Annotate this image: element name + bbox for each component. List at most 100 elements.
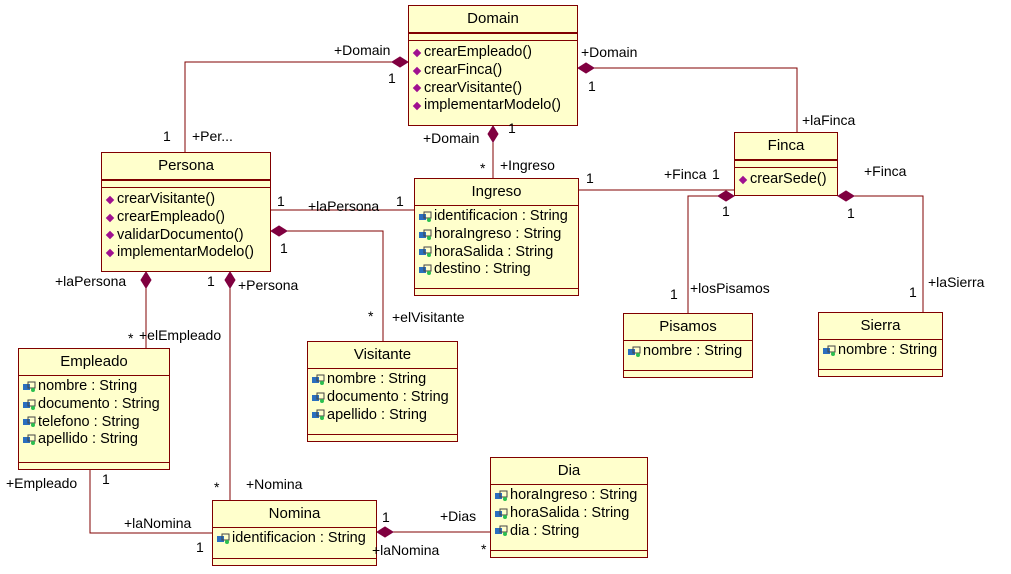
role-label: +Finca <box>664 166 707 182</box>
operation[interactable]: crearVisitante() <box>412 80 574 98</box>
attribute[interactable]: documento : String <box>311 389 454 407</box>
class-dia[interactable]: Dia horaIngreso : String horaSalida : St… <box>490 457 648 558</box>
operation[interactable]: crearFinca() <box>412 62 574 80</box>
attribute-icon <box>312 392 325 403</box>
class-finca[interactable]: Finca crearSede() <box>734 132 838 196</box>
multiplicity-label: 1 <box>847 205 855 221</box>
operation[interactable]: crearEmpleado() <box>412 44 574 62</box>
attribute[interactable]: telefono : String <box>22 414 166 432</box>
association-persona-visitante <box>271 230 384 341</box>
operation-icon <box>412 48 422 58</box>
role-label: +Nomina <box>246 476 303 492</box>
attribute-icon <box>419 246 432 258</box>
class-persona[interactable]: Persona crearVisitante() crearEmpleado()… <box>101 152 271 272</box>
operation[interactable]: implementarModelo() <box>412 97 574 115</box>
aggregation-diamond-finca-right <box>837 190 855 202</box>
multiplicity-label: 1 <box>388 70 396 86</box>
attribute[interactable]: horaSalida : String <box>494 505 644 523</box>
attribute-icon <box>217 533 230 544</box>
class-empleado[interactable]: Empleado nombre : String documento : Str… <box>18 348 170 470</box>
attribute-compartment: horaIngreso : String horaSalida : String… <box>491 485 647 543</box>
attribute[interactable]: dia : String <box>494 523 644 541</box>
association-finca-sierra <box>838 195 924 312</box>
attribute[interactable]: apellido : String <box>311 407 454 425</box>
role-label: +Finca <box>864 163 907 179</box>
attribute[interactable]: documento : String <box>22 396 166 414</box>
operation[interactable]: crearEmpleado() <box>105 209 267 227</box>
attribute-icon <box>495 490 508 501</box>
attribute-icon <box>23 416 36 428</box>
multiplicity-label: 1 <box>909 284 917 300</box>
operation[interactable]: validarDocumento() <box>105 227 267 245</box>
attribute-icon <box>419 229 432 240</box>
attribute-icon <box>495 525 508 537</box>
class-name: Ingreso <box>415 179 578 206</box>
attribute-compartment: identificacion : String horaIngreso : St… <box>415 206 578 282</box>
multiplicity-label: * <box>481 541 487 557</box>
aggregation-diamond-domain-bottom <box>487 125 499 143</box>
class-name: Sierra <box>819 313 942 340</box>
attribute-icon <box>419 211 432 222</box>
role-label: +laPersona <box>308 198 380 214</box>
multiplicity-label: 1 <box>588 78 596 94</box>
multiplicity-label: 1 <box>280 240 288 256</box>
multiplicity-label: * <box>368 308 374 324</box>
class-name: Finca <box>735 133 837 160</box>
attribute[interactable]: horaSalida : String <box>418 244 575 262</box>
attribute[interactable]: destino : String <box>418 261 575 279</box>
attribute[interactable]: horaIngreso : String <box>494 487 644 505</box>
attribute-icon <box>419 264 432 276</box>
role-label: +Domain <box>581 44 638 60</box>
attribute[interactable]: nombre : String <box>627 343 749 361</box>
role-label: +losPisamos <box>690 280 770 296</box>
operation-compartment: crearVisitante() crearEmpleado() validar… <box>102 187 270 265</box>
operation-icon <box>412 84 422 93</box>
attribute[interactable]: apellido : String <box>22 431 166 449</box>
class-nomina[interactable]: Nomina identificacion : String <box>212 500 377 566</box>
multiplicity-label: * <box>480 160 486 176</box>
attribute[interactable]: nombre : String <box>311 371 454 389</box>
attribute-icon <box>495 508 508 519</box>
operation-icon <box>738 175 748 185</box>
role-label: +elVisitante <box>392 309 465 325</box>
role-label: +laFinca <box>802 112 856 128</box>
multiplicity-label: * <box>214 479 220 495</box>
class-visitante[interactable]: Visitante nombre : String documento : St… <box>307 341 458 442</box>
class-name: Visitante <box>308 342 457 369</box>
aggregation-diamond-persona-bottom-right <box>224 271 236 289</box>
aggregation-diamond-finca-left <box>717 190 735 202</box>
attribute[interactable]: identificacion : String <box>216 530 373 548</box>
multiplicity-label: 1 <box>196 539 204 555</box>
operation-compartment <box>308 434 457 441</box>
attribute-compartment: nombre : String documento : String apell… <box>308 369 457 427</box>
class-pisamos[interactable]: Pisamos nombre : String <box>623 313 753 378</box>
multiplicity-label: 1 <box>277 193 285 209</box>
attribute[interactable]: identificacion : String <box>418 208 575 226</box>
class-name: Dia <box>491 458 647 485</box>
role-label: +Per... <box>192 128 233 144</box>
role-label: +Empleado <box>6 475 78 491</box>
attribute-icon <box>23 434 36 446</box>
class-name: Empleado <box>19 349 169 376</box>
operation[interactable]: crearVisitante() <box>105 191 267 209</box>
multiplicity-label: 1 <box>508 120 516 136</box>
attribute[interactable]: nombre : String <box>22 378 166 396</box>
aggregation-diamond-persona-bottom-left <box>140 271 152 289</box>
operation[interactable]: implementarModelo() <box>105 244 267 262</box>
attribute-compartment: identificacion : String <box>213 528 376 551</box>
attribute[interactable]: nombre : String <box>822 342 939 360</box>
class-domain[interactable]: Domain crearEmpleado() crearFinca() crea… <box>408 5 578 126</box>
class-sierra[interactable]: Sierra nombre : String <box>818 312 943 377</box>
aggregation-diamond-persona-right <box>270 225 288 237</box>
role-label: +Ingreso <box>500 157 555 173</box>
multiplicity-label: * <box>128 330 134 346</box>
attribute-icon <box>23 399 36 410</box>
class-name: Persona <box>102 153 270 180</box>
attribute-icon <box>312 409 325 421</box>
multiplicity-label: 1 <box>396 193 404 209</box>
class-ingreso[interactable]: Ingreso identificacion : String horaIngr… <box>414 178 579 296</box>
operation-icon <box>412 102 422 111</box>
operation-compartment <box>624 370 752 377</box>
attribute[interactable]: horaIngreso : String <box>418 226 575 244</box>
operation[interactable]: crearSede() <box>738 171 834 189</box>
